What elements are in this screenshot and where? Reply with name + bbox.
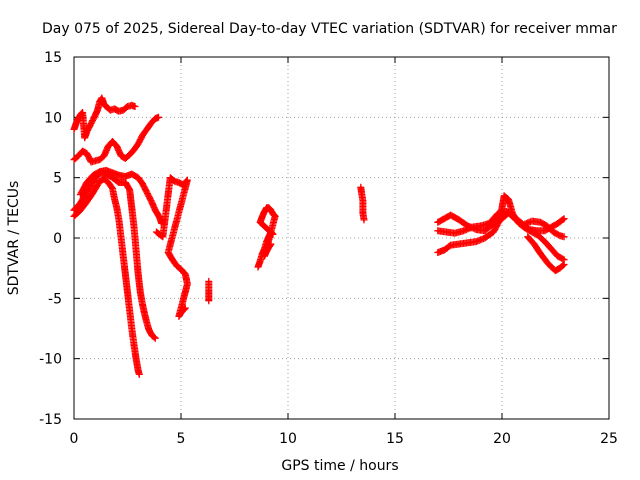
series-track-dive: [70, 175, 143, 378]
y-tick-label: -10: [39, 352, 62, 368]
data-point: [560, 215, 568, 223]
axis-ticks: [73, 56, 610, 420]
y-tick-label: 0: [53, 231, 62, 247]
data-point: [150, 333, 158, 341]
y-tick-label: 15: [44, 50, 62, 66]
y-axis-label: SDTVAR / TECUs: [6, 181, 22, 296]
series-track-6h: [205, 277, 213, 305]
data-point: [360, 216, 368, 224]
series-track-mid: [70, 169, 159, 342]
data-point: [180, 306, 188, 314]
chart-title: Day 075 of 2025, Sidereal Day-to-day VTE…: [42, 21, 617, 37]
series-track-4h: [152, 174, 191, 320]
y-tick-label: 10: [44, 110, 62, 126]
x-tick-label: 5: [177, 431, 186, 447]
data-point: [155, 113, 162, 121]
y-tick-labels: -15 -10 -5 0 5 10 15: [39, 50, 62, 428]
data-point: [135, 370, 143, 378]
x-tick-label: 0: [70, 431, 79, 447]
x-tick-label: 15: [386, 431, 404, 447]
data-point: [560, 233, 568, 241]
y-tick-label: -5: [48, 291, 62, 307]
grid-lines: [74, 57, 609, 419]
x-tick-labels: 0 5 10 15 20 25: [70, 431, 618, 447]
x-tick-label: 10: [279, 431, 297, 447]
series-track-13h: [357, 183, 368, 224]
data-point: [559, 262, 567, 269]
series-track-late-d: [524, 233, 568, 275]
series-track-late-c: [434, 208, 568, 241]
x-tick-label: 20: [493, 431, 511, 447]
y-tick-label: -15: [39, 412, 62, 428]
series-track-mid-high: [70, 113, 162, 166]
data-point: [560, 261, 568, 268]
data-point: [559, 255, 567, 263]
data-point: [181, 304, 189, 312]
x-axis-label: GPS time / hours: [281, 458, 398, 474]
y-tick-label: 5: [53, 171, 62, 187]
data-point: [267, 240, 275, 248]
data-points: [70, 94, 568, 378]
series-track-upper: [70, 94, 139, 142]
data-point: [181, 305, 189, 313]
series-track-arc: [76, 166, 166, 227]
x-tick-label: 25: [600, 431, 618, 447]
data-point: [151, 334, 159, 342]
data-point: [131, 103, 139, 110]
data-point: [205, 297, 213, 305]
series-track-9h: [254, 204, 279, 271]
data-point: [559, 216, 567, 223]
data-point: [266, 241, 274, 249]
